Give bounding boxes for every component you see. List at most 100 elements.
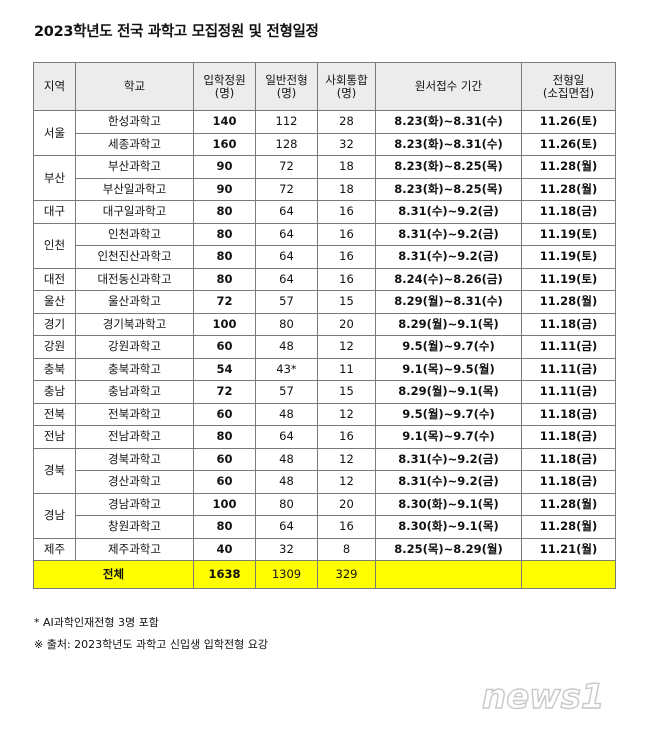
general-cell: 48 bbox=[255, 335, 318, 359]
school-cell: 강원과학고 bbox=[75, 335, 194, 359]
social-cell: 15 bbox=[317, 380, 376, 404]
exam-cell: 11.11(금) bbox=[521, 380, 616, 404]
table-row: 경북 경북과학고 60 48 12 8.31(수)~9.2(금) 11.18(금) bbox=[33, 447, 616, 494]
social-cell: 12 bbox=[317, 470, 376, 494]
school-cell: 인천과학고 bbox=[75, 222, 194, 246]
header-region: 지역 bbox=[33, 62, 76, 111]
header-quota: 입학정원 (명) bbox=[193, 62, 256, 111]
social-cell: 32 bbox=[317, 132, 376, 156]
exam-cell: 11.18(금) bbox=[521, 470, 616, 494]
application-cell: 8.31(수)~9.2(금) bbox=[375, 447, 522, 471]
table-row: 인천진산과학고 80 64 16 8.31(수)~9.2(금) 11.19(토) bbox=[34, 245, 616, 269]
table-row: 대구 대구일과학고 80 64 16 8.31(수)~9.2(금) 11.18(금) bbox=[33, 200, 616, 224]
general-cell: 112 bbox=[255, 110, 318, 134]
general-cell: 64 bbox=[255, 222, 318, 246]
application-cell: 8.23(화)~8.25(목) bbox=[375, 155, 522, 179]
table-row: 대전 대전동신과학고 80 64 16 8.24(수)~8.26(금) 11.19(토) bbox=[33, 267, 616, 291]
table-row: 창원과학고 80 64 16 8.30(화)~9.1(목) 11.28(월) bbox=[34, 515, 616, 539]
application-cell: 8.30(화)~9.1(목) bbox=[375, 515, 522, 539]
general-cell: 57 bbox=[255, 290, 318, 314]
exam-cell: 11.21(월) bbox=[521, 537, 616, 561]
school-cell: 경북과학고 bbox=[75, 447, 194, 471]
social-cell: 16 bbox=[317, 222, 376, 246]
application-cell: 8.31(수)~9.2(금) bbox=[375, 200, 522, 224]
footnote-ai: * AI과학인재전형 3명 포함 bbox=[34, 616, 159, 629]
general-cell: 72 bbox=[255, 177, 318, 201]
quota-cell: 160 bbox=[193, 132, 256, 156]
table-row: 전남 전남과학고 80 64 16 9.1(목)~9.7(수) 11.18(금) bbox=[33, 425, 616, 449]
region-cell: 경기 bbox=[33, 312, 76, 336]
school-cell: 울산과학고 bbox=[75, 290, 194, 314]
school-cell: 경산과학고 bbox=[75, 470, 194, 494]
quota-cell: 60 bbox=[193, 470, 256, 494]
school-cell: 부산과학고 bbox=[75, 155, 194, 179]
footnote-source: ※ 출처: 2023학년도 과학고 신입생 입학전형 요강 bbox=[34, 638, 268, 651]
school-cell: 전남과학고 bbox=[75, 425, 194, 449]
general-cell: 128 bbox=[255, 132, 318, 156]
total-exam-empty bbox=[521, 560, 616, 589]
application-cell: 9.1(목)~9.7(수) bbox=[375, 425, 522, 449]
social-cell: 16 bbox=[317, 425, 376, 449]
general-cell: 48 bbox=[255, 447, 318, 471]
social-cell: 20 bbox=[317, 312, 376, 336]
table-row: 세종과학고 160 128 32 8.23(화)~8.31(수) 11.26(토) bbox=[34, 132, 616, 156]
table-row: 경남 경남과학고 100 80 20 8.30(화)~9.1(목) 11.28(월) bbox=[33, 492, 616, 539]
school-cell: 창원과학고 bbox=[75, 515, 194, 539]
table-row: 경기 경기북과학고 100 80 20 8.29(월)~9.1(목) 11.18(금) bbox=[33, 312, 616, 336]
application-cell: 8.31(수)~9.2(금) bbox=[375, 245, 522, 269]
exam-cell: 11.28(월) bbox=[521, 155, 616, 179]
social-cell: 12 bbox=[317, 335, 376, 359]
table-body: 서울 한성과학고 140 112 28 8.23(화)~8.31(수) 11.26(토) 세종… bbox=[33, 110, 616, 561]
general-cell: 64 bbox=[255, 200, 318, 224]
social-cell: 18 bbox=[317, 155, 376, 179]
exam-cell: 11.26(토) bbox=[521, 110, 616, 134]
region-cell: 경북 bbox=[33, 447, 76, 494]
school-cell: 부산일과학고 bbox=[75, 177, 194, 201]
total-application-empty bbox=[375, 560, 522, 589]
quota-cell: 60 bbox=[193, 447, 256, 471]
general-cell: 48 bbox=[255, 402, 318, 426]
quota-cell: 90 bbox=[193, 155, 256, 179]
quota-cell: 54 bbox=[193, 357, 256, 381]
svg-text:news1: news1 bbox=[482, 677, 605, 717]
general-cell: 57 bbox=[255, 380, 318, 404]
region-cell: 부산 bbox=[33, 155, 76, 201]
social-cell: 15 bbox=[317, 290, 376, 314]
general-cell: 64 bbox=[255, 245, 318, 269]
table-header-row: 지역 학교 입학정원 (명) 일반전형 (명) 사회통합 (명) 원서접수 기간 전형… bbox=[33, 62, 616, 111]
quota-cell: 40 bbox=[193, 537, 256, 561]
exam-cell: 11.28(월) bbox=[521, 290, 616, 314]
quota-cell: 140 bbox=[193, 110, 256, 134]
quota-cell: 60 bbox=[193, 335, 256, 359]
exam-cell: 11.18(금) bbox=[521, 200, 616, 224]
school-cell: 경남과학고 bbox=[75, 492, 194, 516]
news1-logo-icon: news1 bbox=[481, 676, 605, 717]
quota-cell: 80 bbox=[193, 267, 256, 291]
general-cell: 64 bbox=[255, 267, 318, 291]
table-row: 제주 제주과학고 40 32 8 8.25(목)~8.29(월) 11.21(월) bbox=[33, 537, 616, 561]
region-cell: 제주 bbox=[33, 537, 76, 561]
school-cell: 대구일과학고 bbox=[75, 200, 194, 224]
exam-cell: 11.18(금) bbox=[521, 312, 616, 336]
exam-cell: 11.11(금) bbox=[521, 335, 616, 359]
school-cell: 한성과학고 bbox=[75, 110, 194, 134]
header-application: 원서접수 기간 bbox=[375, 62, 522, 111]
exam-cell: 11.28(월) bbox=[521, 177, 616, 201]
school-cell: 대전동신과학고 bbox=[75, 267, 194, 291]
application-cell: 9.5(월)~9.7(수) bbox=[375, 402, 522, 426]
social-cell: 18 bbox=[317, 177, 376, 201]
application-cell: 9.5(월)~9.7(수) bbox=[375, 335, 522, 359]
social-cell: 16 bbox=[317, 200, 376, 224]
social-cell: 16 bbox=[317, 515, 376, 539]
exam-cell: 11.19(토) bbox=[521, 267, 616, 291]
total-label: 전체 bbox=[33, 560, 194, 589]
region-cell: 울산 bbox=[33, 290, 76, 314]
application-cell: 8.23(화)~8.31(수) bbox=[375, 132, 522, 156]
total-quota: 1638 bbox=[193, 560, 256, 589]
social-cell: 16 bbox=[317, 267, 376, 291]
header-school: 학교 bbox=[75, 62, 194, 111]
region-cell: 인천 bbox=[33, 222, 76, 269]
exam-cell: 11.26(토) bbox=[521, 132, 616, 156]
header-exam: 전형일 (소집면접) bbox=[521, 62, 616, 111]
school-cell: 제주과학고 bbox=[75, 537, 194, 561]
